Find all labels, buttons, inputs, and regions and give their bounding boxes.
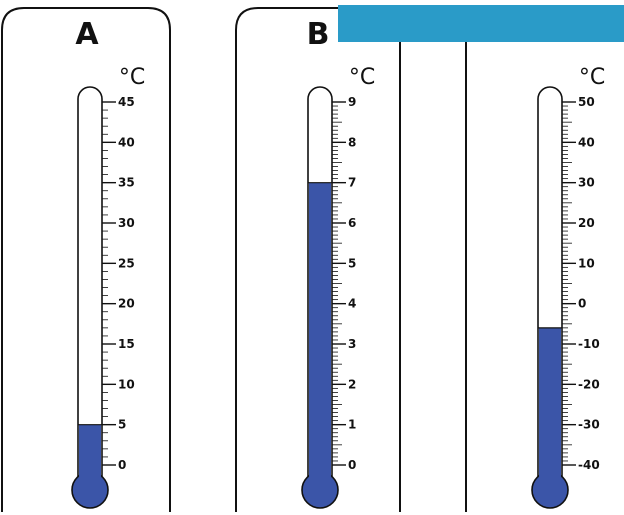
unit-label-b: °C [349,65,375,90]
panel-b-frame [235,7,401,512]
tick-label: 4 [348,297,356,311]
tick-label: 9 [348,95,356,109]
tick-label: 30 [578,176,595,190]
panel-a-label: A [75,17,99,52]
tick-label: 40 [578,135,595,149]
tick-label: 45 [118,95,135,109]
unit-label-a: °C [119,65,145,90]
bulb-neck [309,470,331,484]
tick-label: 20 [118,297,135,311]
thermometer-a: 0 5 10 15 20 25 30 35 40 45 [71,86,135,509]
tick-label: 0 [578,297,586,311]
thermometer-c: -40 -30 -20 -10 0 10 20 30 40 50 [531,86,600,509]
unit-label-c: °C [579,65,605,90]
tick-label: 0 [348,458,356,472]
tick-label: 10 [118,377,135,391]
tick-label: 20 [578,216,595,230]
thermometer-b: 0 1 2 3 4 5 6 7 8 9 [301,86,356,509]
tick-label: 50 [578,95,595,109]
top-banner [338,0,624,42]
tick-label: 30 [118,216,135,230]
tick-label: 25 [118,256,135,270]
tick-label: 7 [348,176,356,190]
tick-label: 6 [348,216,356,230]
tick-label: -30 [578,418,600,432]
tick-label: -20 [578,377,600,391]
mercury-column [79,424,101,482]
tick-label: 5 [348,256,356,270]
tick-label: 2 [348,377,356,391]
mercury-column [309,182,331,482]
tick-label: 3 [348,337,356,351]
tick-label: 8 [348,135,356,149]
tick-label: 1 [348,418,356,432]
panel-a-frame [1,7,171,512]
tick-label: 35 [118,176,135,190]
mercury-column [539,327,561,482]
panel-b-label: B [307,17,330,52]
tick-label: 0 [118,458,126,472]
tick-label: 15 [118,337,135,351]
bulb-neck [79,470,101,484]
tick-label: -10 [578,337,600,351]
bulb-neck [539,470,561,484]
tick-label: 40 [118,135,135,149]
thermometer-tube [77,86,103,480]
tick-label: 10 [578,256,595,270]
tick-label: -40 [578,458,600,472]
tick-label: 5 [118,418,126,432]
